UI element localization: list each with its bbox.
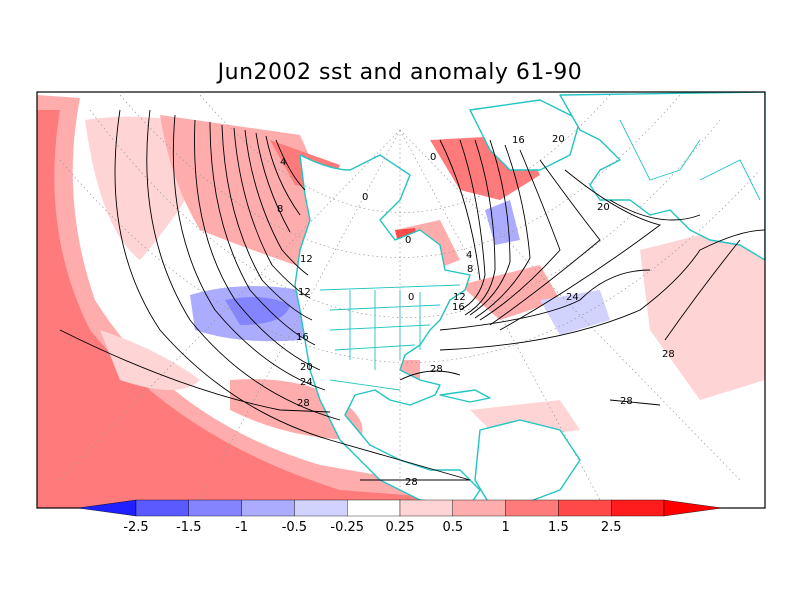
contour-label: 16 <box>512 135 525 146</box>
contour-label: 0 <box>362 192 368 203</box>
colorbar-segment <box>347 499 401 517</box>
contour-label: 24 <box>566 292 579 303</box>
anomaly-ne-pacific-cold-core <box>225 296 290 325</box>
colorbar-arrow-right <box>663 499 723 517</box>
contour-label: 16 <box>452 302 465 313</box>
anomaly-mid-atlantic-cold <box>540 290 610 335</box>
contour-label: 24 <box>300 377 313 388</box>
colorbar-tick-label: -2.5 <box>123 520 148 535</box>
colorbar-segment <box>135 499 189 517</box>
colorbar-segment <box>505 499 559 517</box>
colorbar-segment <box>399 499 453 517</box>
contour-label: 28 <box>662 349 675 360</box>
colorbar-tick-label: 0.5 <box>442 520 463 535</box>
contour-label: 0 <box>408 292 414 303</box>
contour-label: 4 <box>466 250 472 261</box>
colorbar-tick-label: -0.25 <box>330 520 364 535</box>
contour-label: 16 <box>296 332 309 343</box>
greenland-land <box>469 99 581 171</box>
colorbar-tick-label: 1.5 <box>548 520 569 535</box>
cuba-land <box>439 389 491 403</box>
colorbar-segment <box>452 499 506 517</box>
colorbar-tick-label: 2.5 <box>601 520 622 535</box>
colorbar-tick-label: 0.25 <box>386 520 415 535</box>
contour-label: 0 <box>405 235 411 246</box>
sst-contours <box>59 109 765 481</box>
contour-label: 20 <box>300 362 313 373</box>
contour-label: 12 <box>453 292 466 303</box>
map-title: Jun2002 sst and anomaly 61-90 <box>217 60 583 85</box>
colorbar-segment <box>611 499 665 517</box>
anomaly-east-pacific <box>100 330 200 390</box>
contour-label: 8 <box>277 204 283 215</box>
colorbar-tick-label: -1 <box>235 520 248 535</box>
contour-label: 20 <box>552 134 565 145</box>
colorbar-segment <box>294 499 348 517</box>
contour-label: 28 <box>620 396 633 407</box>
anomaly-pacific-west-strong <box>37 110 470 508</box>
contour-label: 8 <box>467 264 473 275</box>
colorbar-tick-label: -0.5 <box>282 520 307 535</box>
contour-label: 4 <box>280 157 286 168</box>
anomaly-east-atlantic-warm <box>640 220 765 400</box>
contour-label: 12 <box>298 287 311 298</box>
political-borders <box>319 119 761 391</box>
south-america-land <box>474 419 581 506</box>
contour-label: 28 <box>430 364 443 375</box>
contour-labels: 0 4 8 12 12 16 16 20 20 24 24 28 28 28 2… <box>277 134 675 488</box>
contour-label: 28 <box>405 477 418 488</box>
contour-label: 20 <box>597 202 610 213</box>
colorbar: -2.5 -1.5 -1 -0.5 -0.25 0.25 0.5 1 1.5 2.5 <box>77 499 723 535</box>
colorbar-tick-label: 1 <box>501 520 509 535</box>
contour-label: 0 <box>430 152 436 163</box>
colorbar-segment <box>188 499 242 517</box>
contour-label: 28 <box>297 398 310 409</box>
anomaly-north-atlantic-warm <box>460 265 560 320</box>
colorbar-segment <box>558 499 612 517</box>
graticule <box>59 94 761 508</box>
colorbar-segment <box>241 499 295 517</box>
colorbar-tick-label: -1.5 <box>176 520 201 535</box>
contour-label: 12 <box>300 254 313 265</box>
